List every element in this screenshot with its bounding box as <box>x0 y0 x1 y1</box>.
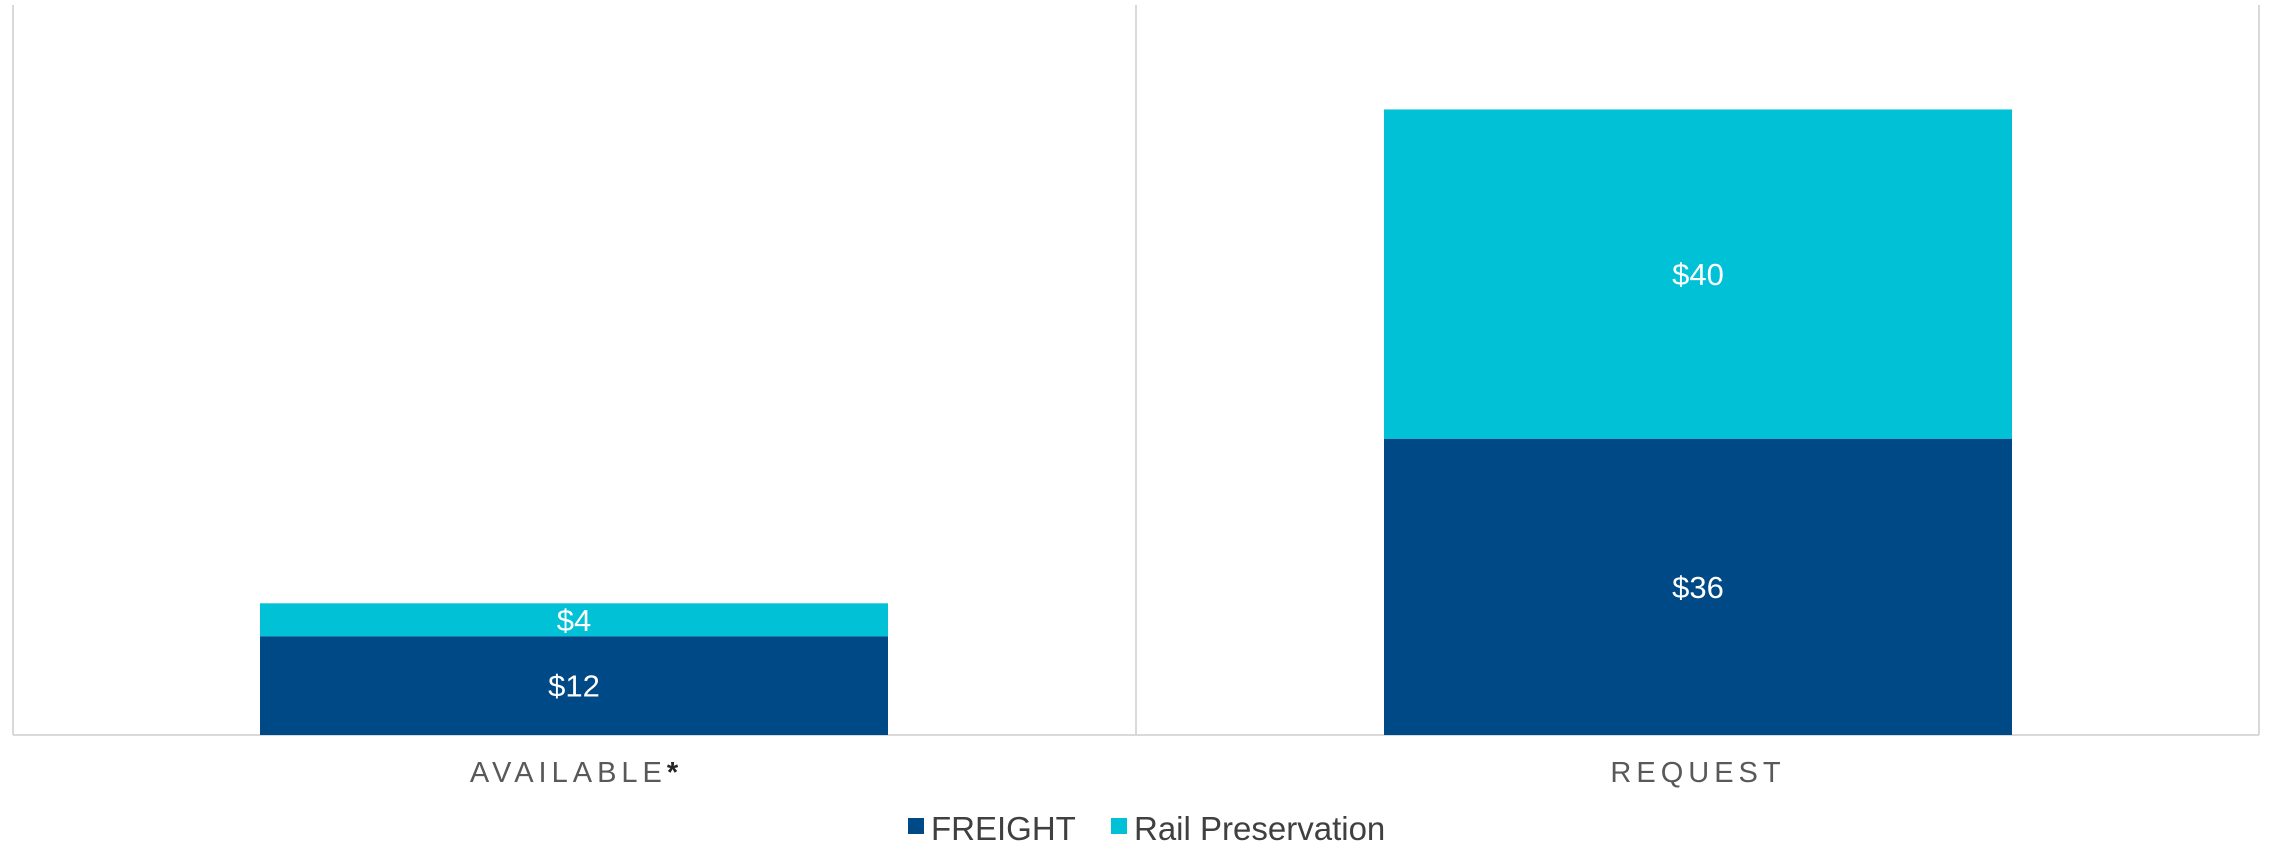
legend-label: FREIGHT <box>931 810 1076 844</box>
legend-swatch <box>908 818 924 834</box>
category-label: REQUEST <box>1610 757 1785 789</box>
chart-bars <box>260 109 2012 735</box>
legend-swatch <box>1111 818 1127 834</box>
chart-data-labels: $12 $4 $36 $40 <box>548 257 1724 704</box>
data-label: $40 <box>1672 257 1724 292</box>
data-label: $12 <box>548 669 600 704</box>
bar-freight-available- <box>260 636 888 735</box>
chart-category-labels: AVAILABLE* REQUEST <box>470 757 1785 789</box>
chart-legend: FREIGHT Rail Preservation <box>908 810 1385 847</box>
bar-rail-preservation-request <box>1384 109 2012 439</box>
category-label: AVAILABLE* <box>470 757 679 789</box>
data-label: $36 <box>1672 570 1724 605</box>
bar-freight-request <box>1384 438 2012 735</box>
legend-label: Rail Preservation <box>1134 810 1385 844</box>
data-label: $4 <box>557 603 591 638</box>
bar-rail-preservation-available- <box>260 603 888 637</box>
